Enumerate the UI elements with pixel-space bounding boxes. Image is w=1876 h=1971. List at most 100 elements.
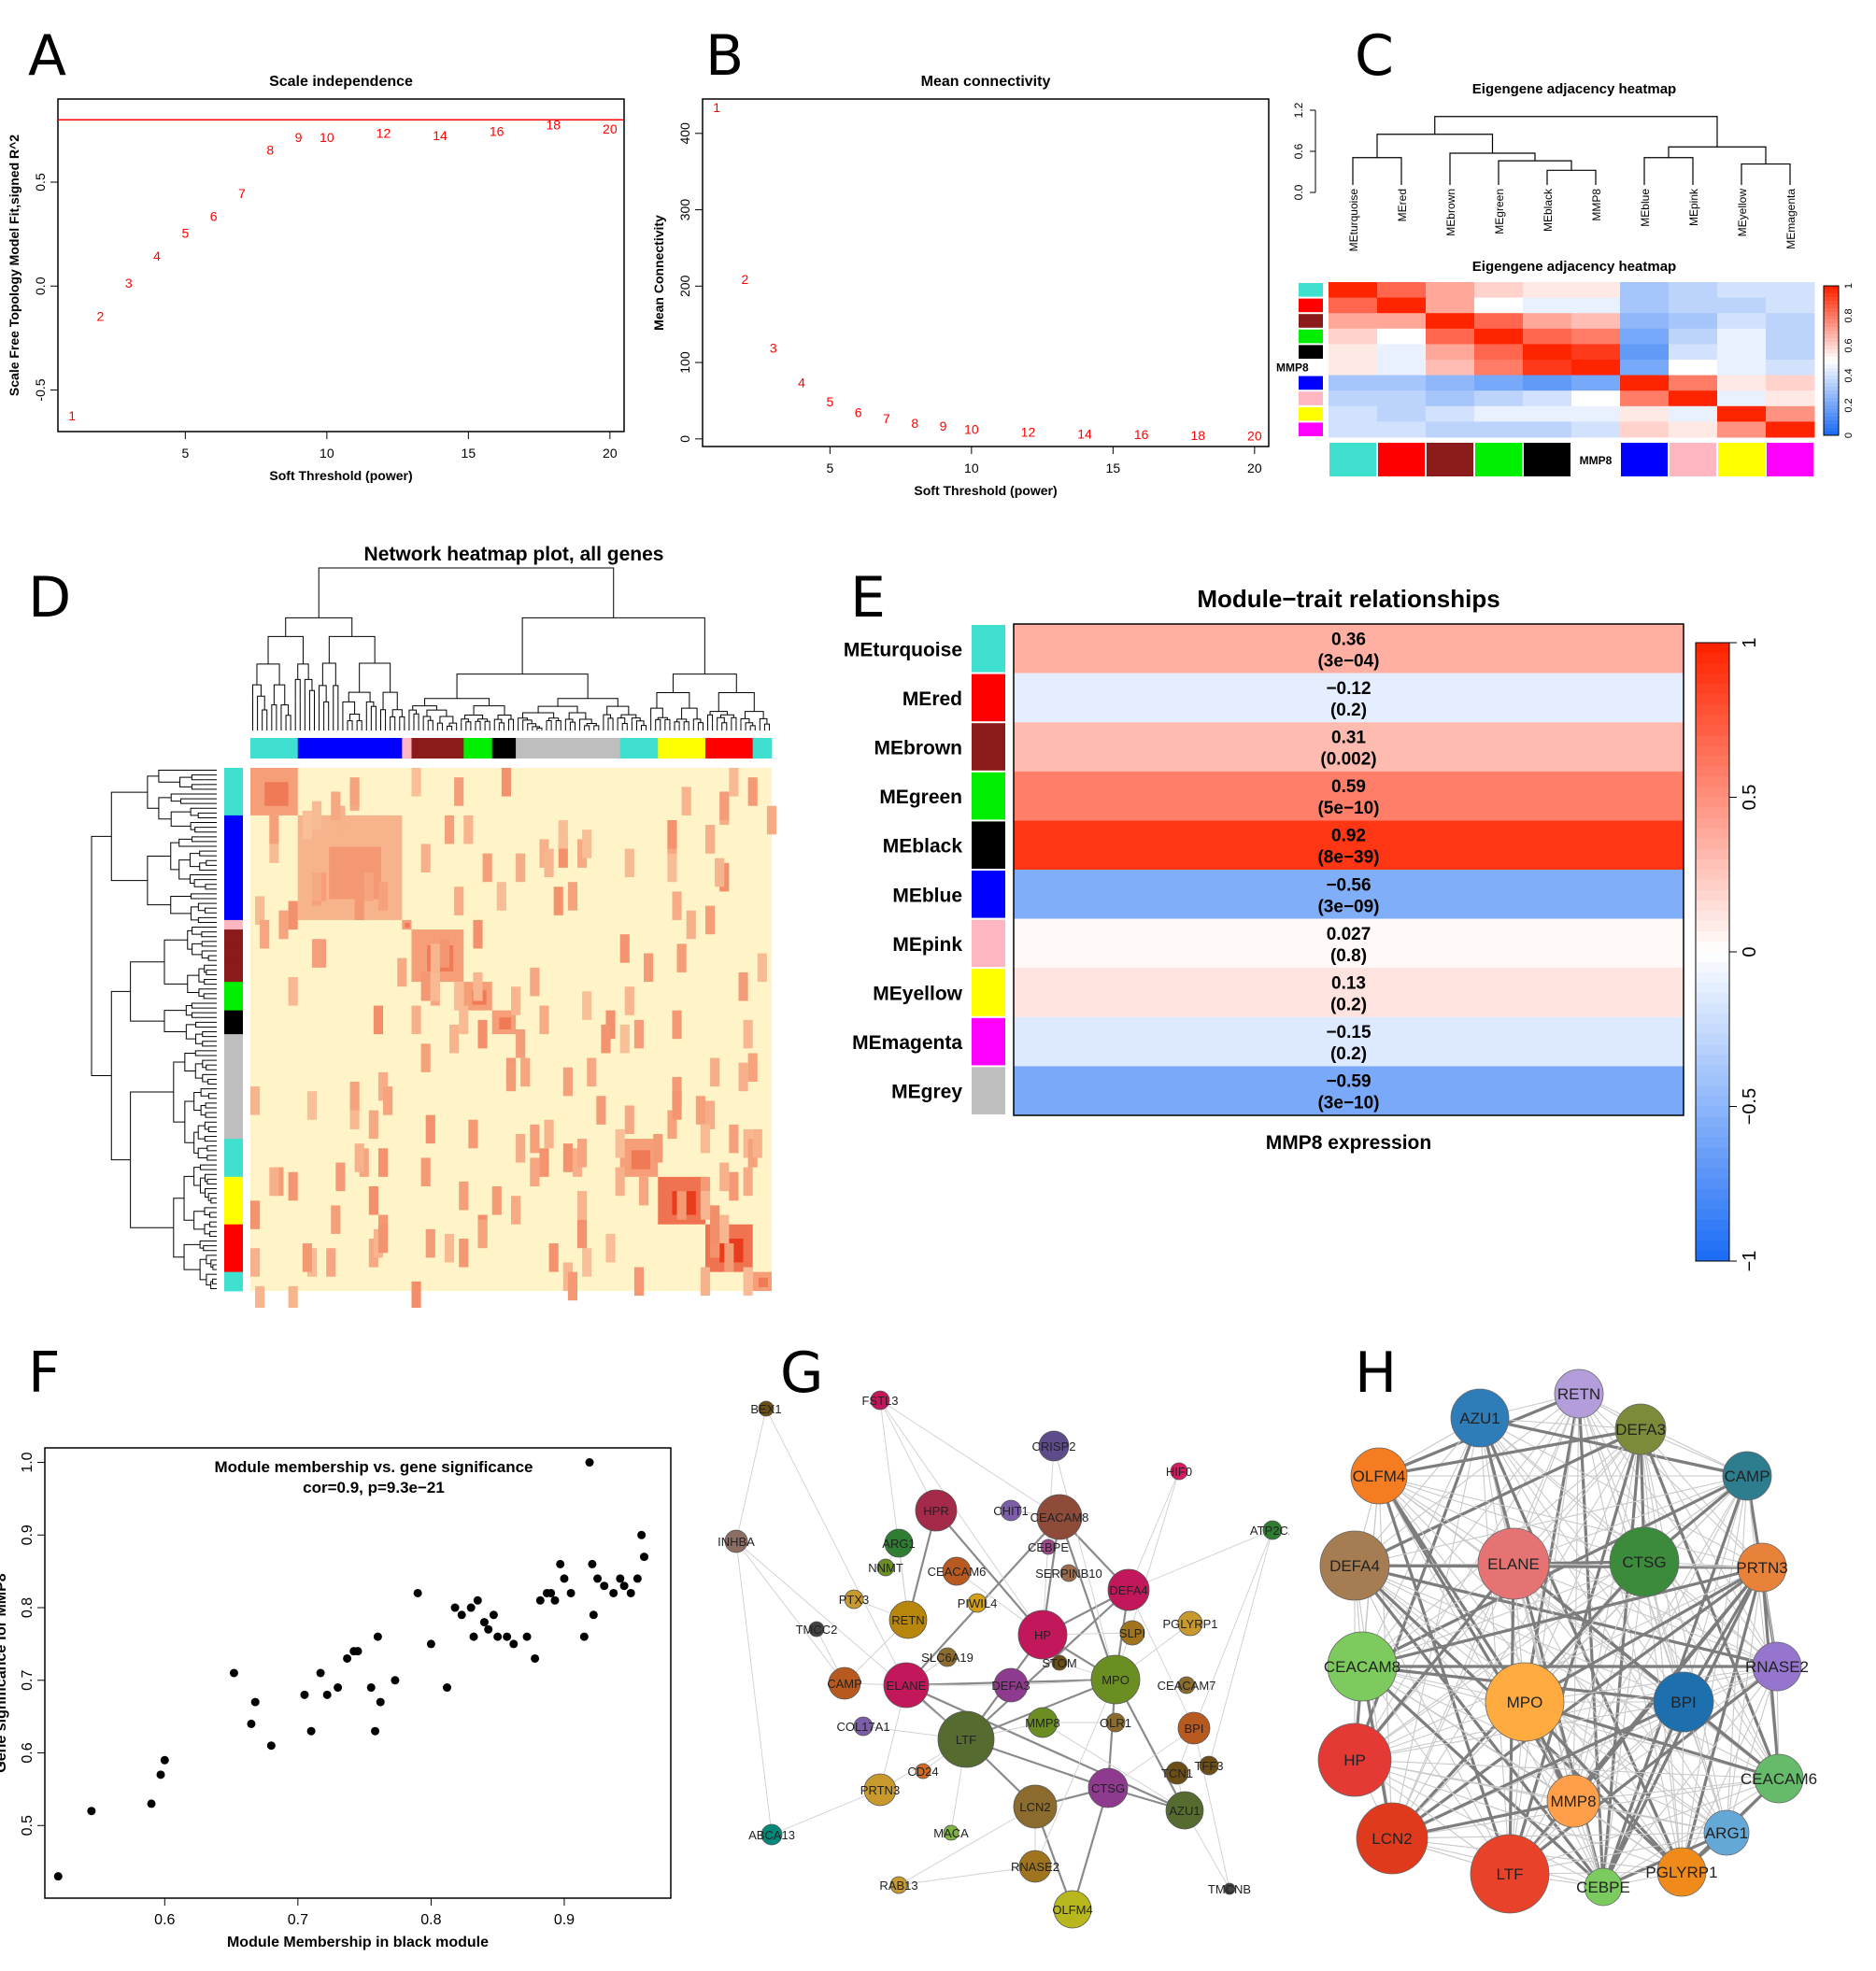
side-module-color: [224, 853, 243, 859]
gene-node-label: LCN2: [1019, 1800, 1050, 1814]
side-color-swatch: [1299, 376, 1323, 390]
heatmap-cell: [1426, 344, 1475, 361]
network-edge: [1361, 1666, 1727, 1834]
heatmap-speckle: [719, 791, 730, 820]
gene-node-label: LTF: [1497, 1865, 1524, 1883]
heatmap-speckle: [729, 768, 739, 797]
top-dendro-branch: [707, 714, 714, 723]
top-module-color: [449, 738, 455, 759]
top-dendro-branch: [721, 722, 728, 726]
legend-gradient-step: [1696, 972, 1729, 984]
p-value: (3e−04): [1317, 651, 1379, 671]
gene-node-label: LTF: [956, 1733, 976, 1747]
top-module-color: [577, 738, 583, 759]
heatmap-cell: [1717, 297, 1767, 314]
gene-node-label: PIWIL4: [958, 1596, 998, 1610]
top-module-color: [690, 738, 697, 759]
heatmap-speckle: [743, 1167, 753, 1197]
gene-node: [1262, 1520, 1283, 1540]
power-point-label: 2: [742, 272, 749, 287]
top-module-color: [463, 738, 469, 759]
network-edge: [1509, 1701, 1684, 1875]
side-dendro-branch: [204, 1136, 209, 1142]
gene-node: [1053, 1890, 1092, 1929]
side-module-color: [224, 1219, 243, 1226]
side-module-color: [224, 971, 243, 978]
side-dendro-branch: [187, 929, 192, 950]
gene-node: [1017, 1609, 1068, 1660]
side-module-color: [224, 810, 243, 816]
heatmap-cell: [1329, 360, 1378, 376]
heatmap-speckle: [377, 1071, 389, 1101]
legend-gradient-step: [1696, 930, 1729, 943]
network-edge: [898, 1806, 1036, 1886]
side-module-color: [224, 1091, 243, 1097]
side-module-color: [224, 925, 243, 930]
legend-gradient-step: [1824, 312, 1839, 317]
side-dendro-branch: [178, 859, 191, 880]
gene-node: [1059, 1564, 1078, 1582]
module-color-swatch: [972, 1067, 1005, 1114]
heatmap-speckle: [577, 1219, 588, 1249]
side-dendro-branch: [163, 939, 188, 985]
side-module-color: [224, 1148, 243, 1154]
gene-node-label: PGLYRP1: [1645, 1864, 1717, 1881]
power-point-label: 9: [940, 418, 947, 433]
side-dendro-branch: [206, 1155, 211, 1161]
side-dendro-branch: [190, 906, 199, 921]
side-module-color: [224, 1119, 243, 1126]
heatmap-cell: [1620, 297, 1670, 314]
power-point-label: 12: [377, 126, 391, 141]
heatmap-speckle: [354, 891, 364, 920]
x-tick-label: 20: [1247, 461, 1262, 475]
heatmap-speckle: [311, 872, 322, 901]
heatmap-speckle: [454, 886, 464, 915]
module-label: MEblue: [892, 885, 962, 906]
top-dendro-branch: [413, 713, 419, 720]
legend-gradient-step: [1696, 817, 1729, 830]
side-module-color: [224, 773, 243, 778]
network-edge: [1391, 1700, 1684, 1840]
module-label: MEgrey: [891, 1082, 962, 1103]
side-dendro-branch: [193, 879, 206, 887]
scatter-point: [535, 1595, 545, 1605]
side-dendro-branch: [190, 822, 195, 830]
heatmap-speckle: [615, 1128, 625, 1158]
top-dendro-branch: [522, 719, 533, 724]
x-tick-label: 5: [826, 461, 833, 475]
side-module-color: [224, 1082, 243, 1087]
side-dendro-branch: [200, 1104, 206, 1116]
heatmap-cell: [1426, 282, 1475, 299]
heatmap-cell: [1377, 390, 1427, 407]
side-dendro-branch: [191, 784, 203, 790]
side-module-color: [224, 858, 243, 864]
legend-gradient-step: [1696, 941, 1729, 953]
plot-frame: [57, 98, 625, 432]
chart-title: Module membership vs. gene significance: [214, 1458, 533, 1476]
p-value: (0.8): [1330, 946, 1367, 966]
scatter-point: [343, 1653, 352, 1663]
side-dendro-branch: [205, 1112, 208, 1118]
side-dendro-branch: [210, 1198, 214, 1204]
legend-gradient-step: [1696, 1034, 1729, 1045]
side-dendro-branch: [192, 927, 202, 935]
gene-node: [1170, 1462, 1188, 1481]
top-dendro-branch: [683, 721, 689, 727]
side-dendro-branch: [197, 812, 202, 818]
legend-gradient-step: [1824, 338, 1839, 343]
network-edge: [1378, 1475, 1763, 1568]
gene-node-label: ELANE: [1487, 1555, 1540, 1573]
network-edge: [1572, 1778, 1780, 1802]
legend-tick-label: 0.6: [1843, 338, 1855, 352]
heatmap-speckle: [482, 853, 492, 883]
gene-node-label: TMCC2: [796, 1623, 838, 1637]
gene-node-label: CAMP: [1724, 1468, 1769, 1485]
top-module-color: [487, 738, 493, 759]
gene-node-label: PGLYRP1: [1162, 1617, 1217, 1631]
side-dendro-branch: [207, 1093, 211, 1099]
side-module-color: [224, 1191, 243, 1197]
heatmap-speckle: [501, 768, 511, 797]
gene-node: [724, 1529, 748, 1553]
heatmap-speckle: [539, 1005, 549, 1035]
gene-node-label: RETN: [1557, 1385, 1600, 1403]
